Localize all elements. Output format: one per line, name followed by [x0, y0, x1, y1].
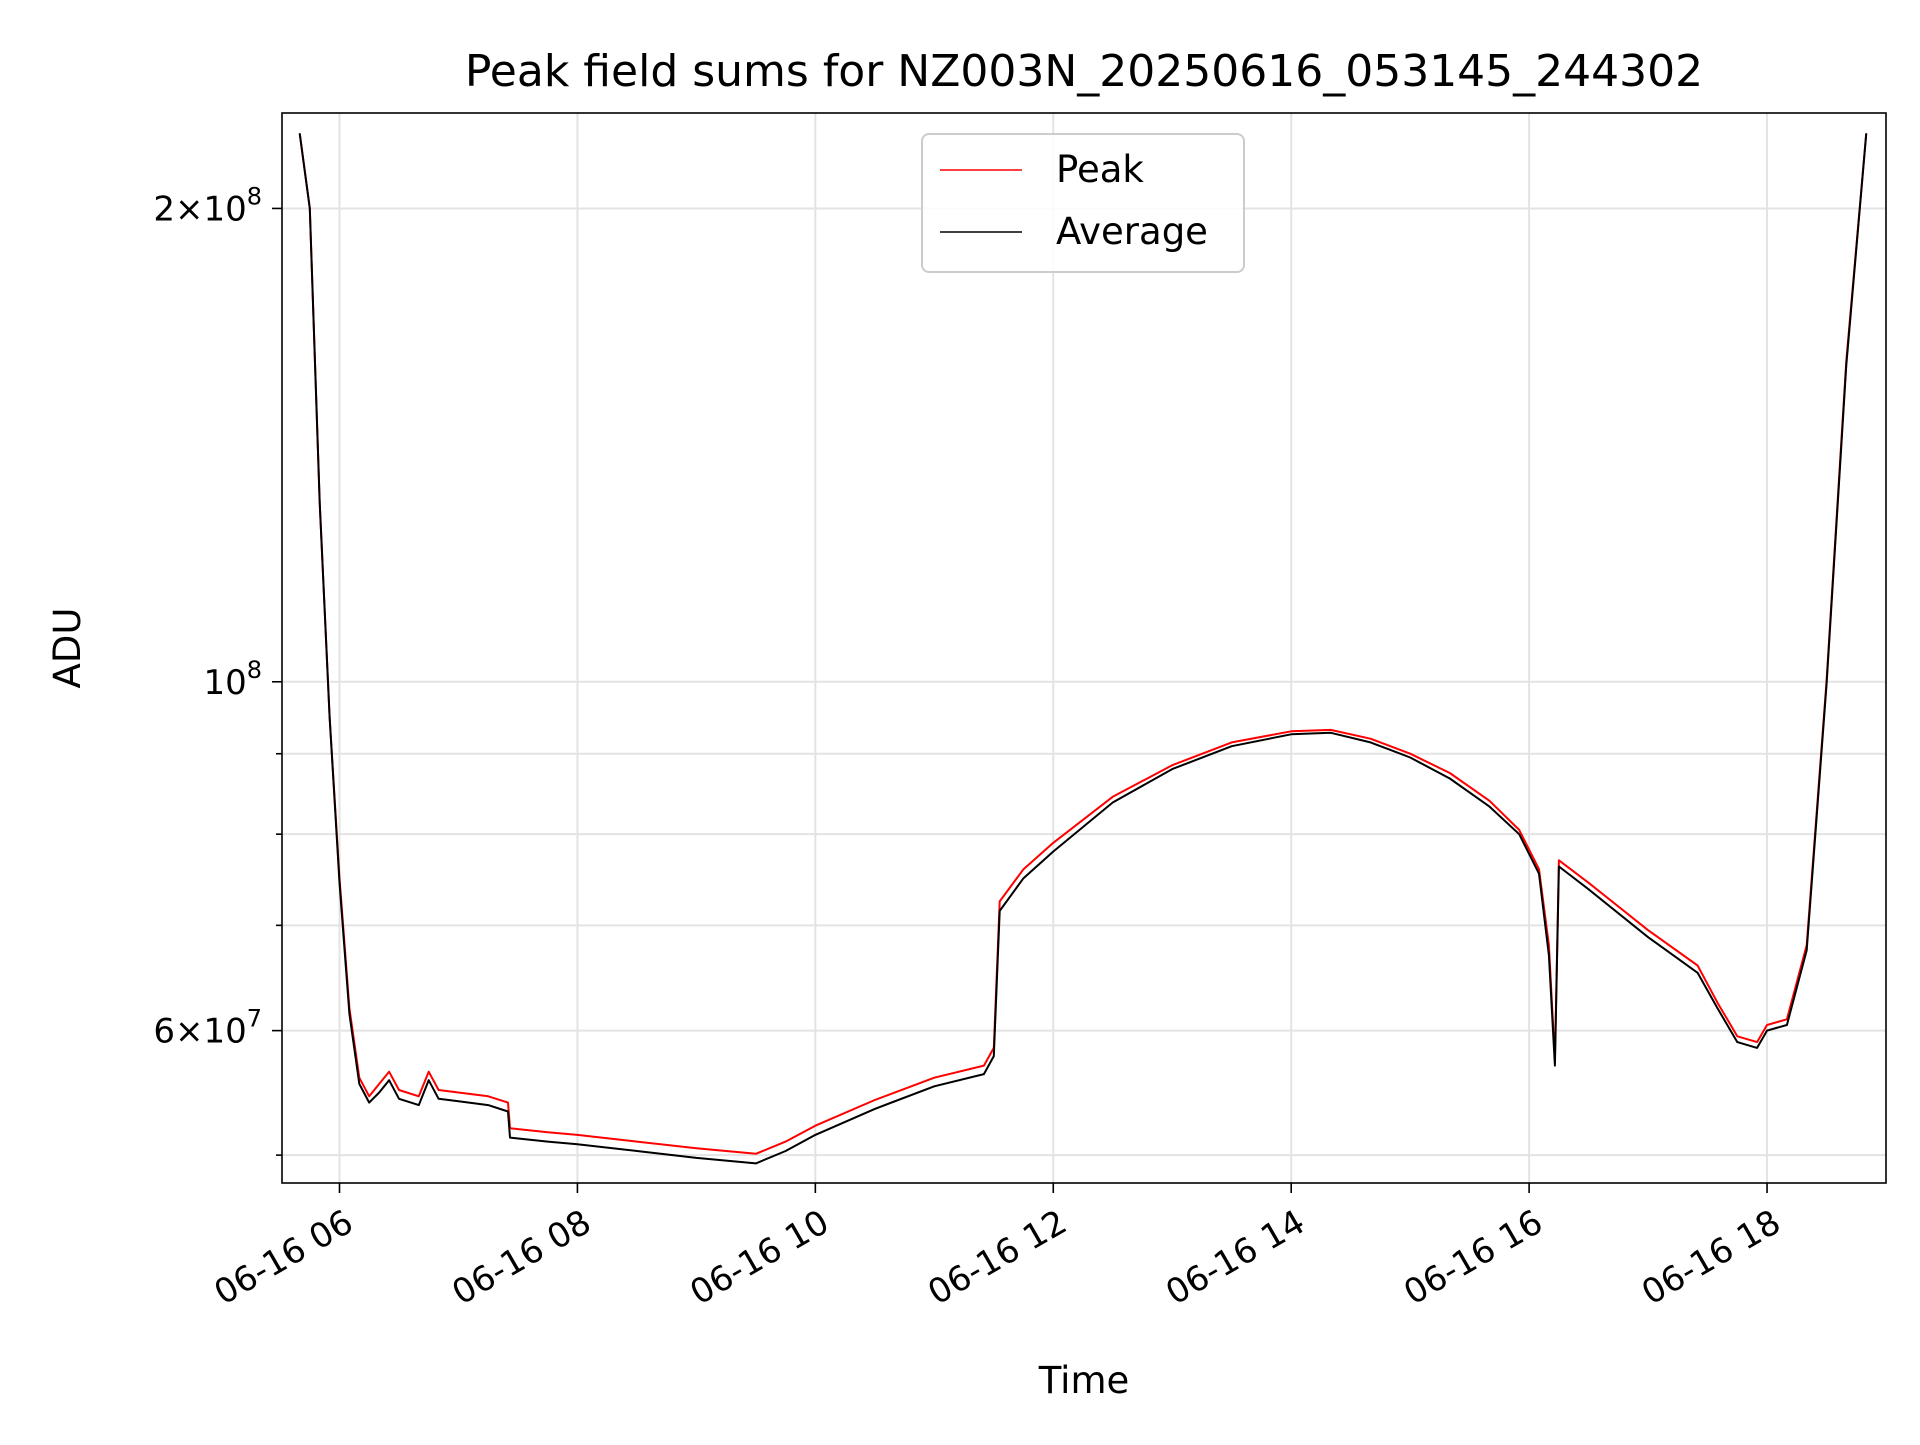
y-tick-label: 6×107	[153, 1005, 262, 1052]
plot-frame	[281, 112, 1887, 1184]
y-tick-label: 108	[203, 656, 262, 703]
series-layer	[298, 133, 1868, 1165]
y-tick-label: 2×108	[153, 182, 262, 229]
legend: Peak Average	[921, 133, 1245, 273]
plot-area	[282, 113, 1886, 1183]
legend-label-average: Average	[1056, 210, 1208, 253]
y-axis: 6×107 108 2×108	[153, 182, 282, 1156]
legend-box	[921, 133, 1245, 273]
x-axis-label: Time	[1038, 1359, 1130, 1402]
legend-label-peak: Peak	[1056, 148, 1144, 191]
series-line-average	[298, 133, 1868, 1165]
chart-title: Peak field sums for NZ003N_20250616_0531…	[465, 46, 1703, 97]
y-axis-label: ADU	[46, 608, 89, 689]
